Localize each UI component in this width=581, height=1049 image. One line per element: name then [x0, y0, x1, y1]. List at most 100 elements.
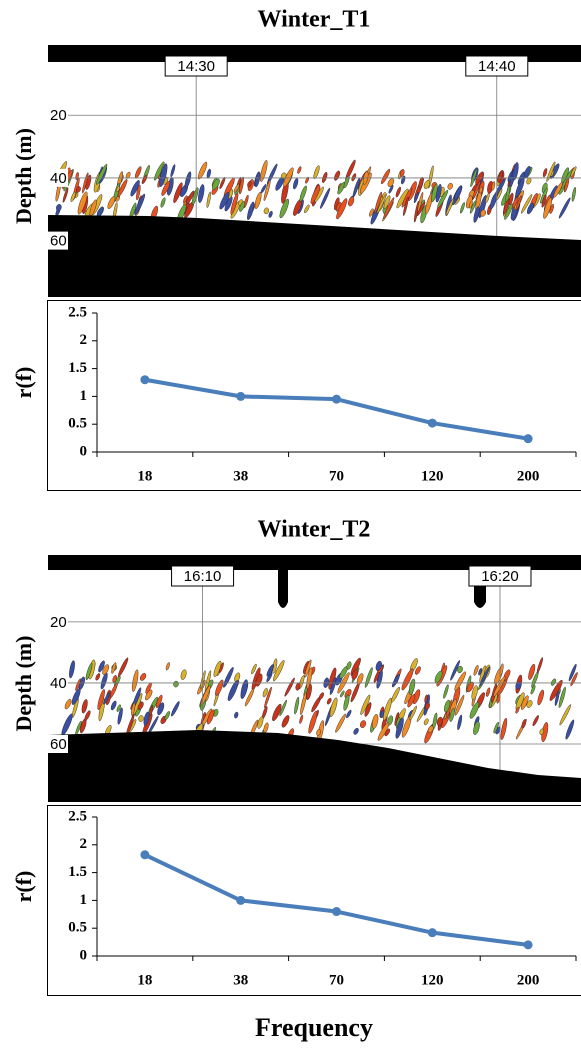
x-tick-label: 18 — [137, 468, 152, 484]
echo-trace — [346, 709, 352, 719]
echo-trace — [239, 176, 244, 195]
echo-trace — [131, 702, 136, 716]
echo-trace — [161, 181, 171, 196]
echo-trace — [553, 181, 563, 198]
depth-label-box — [48, 735, 68, 753]
data-point — [140, 850, 150, 860]
echo-trace — [457, 714, 463, 731]
echo-trace — [243, 194, 249, 209]
echo-trace — [107, 196, 116, 209]
echo-trace — [570, 672, 578, 687]
x-tick-label: 70 — [329, 972, 344, 988]
echo-trace — [503, 198, 510, 215]
seabed — [48, 215, 581, 297]
echo-trace — [227, 680, 239, 701]
echo-trace — [485, 193, 490, 204]
echo-trace — [445, 198, 454, 216]
echo-trace — [374, 191, 382, 214]
echo-trace — [138, 715, 144, 722]
echo-trace — [401, 668, 414, 691]
line-series — [144, 853, 529, 947]
echo-trace — [425, 193, 433, 215]
echo-trace — [424, 694, 428, 703]
echo-trace — [466, 681, 474, 693]
y-axis-label: r(f) — [11, 367, 36, 399]
echo-trace — [247, 180, 252, 188]
echo-trace — [110, 700, 117, 711]
echo-trace — [424, 702, 430, 710]
y-tick-label: 1 — [80, 892, 88, 908]
echo-trace — [160, 197, 166, 208]
echo-trace — [141, 174, 148, 185]
echo-trace — [294, 696, 300, 715]
echo-trace — [480, 209, 486, 217]
echo-trace — [364, 667, 373, 688]
echo-trace — [469, 701, 480, 719]
time-label: 14:40 — [478, 58, 516, 75]
y-tick-label: 2 — [80, 332, 88, 348]
y-tick-label: 1.5 — [68, 360, 87, 376]
echo-trace — [423, 718, 429, 726]
echo-trace — [170, 164, 176, 178]
echo-trace — [391, 686, 400, 703]
time-label-box — [465, 55, 529, 77]
echo-trace — [391, 674, 400, 688]
y-tick-label: 20 — [50, 614, 67, 631]
echo-trace — [206, 191, 211, 208]
echo-trace — [117, 179, 128, 198]
echo-trace — [247, 201, 255, 221]
echo-trace — [149, 704, 154, 717]
echo-trace — [257, 716, 264, 729]
echo-trace — [300, 692, 307, 715]
x-tick-label: 200 — [517, 468, 540, 484]
echo-trace — [234, 711, 239, 719]
echo-trace — [329, 697, 338, 717]
echo-trace — [343, 175, 350, 189]
y-axis-label: r(f) — [11, 871, 36, 903]
echo-trace — [541, 194, 547, 208]
echo-trace — [340, 690, 345, 698]
echo-trace — [251, 663, 257, 675]
echo-trace — [337, 182, 346, 195]
echo-trace — [308, 710, 318, 734]
echo-trace — [568, 663, 577, 682]
echo-trace — [493, 676, 506, 697]
depth-label-box — [48, 612, 68, 631]
echo-trace — [81, 699, 88, 714]
echo-trace — [136, 184, 141, 201]
echo-trace — [486, 687, 491, 697]
echo-trace — [565, 719, 575, 740]
echo-trace — [381, 168, 391, 185]
echo-trace — [530, 685, 536, 695]
y-tick-label: 40 — [50, 675, 67, 692]
depth-label-box — [48, 168, 68, 187]
echo-trace — [460, 202, 465, 214]
echo-trace — [520, 194, 533, 214]
echo-trace — [134, 193, 146, 215]
echo-trace — [417, 191, 424, 212]
echo-trace — [395, 186, 401, 198]
echo-trace — [515, 195, 522, 211]
data-point — [523, 434, 533, 444]
echo-trace — [546, 161, 556, 182]
echo-trace — [329, 677, 337, 695]
data-point — [427, 418, 437, 428]
echo-trace — [473, 721, 480, 735]
echo-trace — [145, 689, 153, 701]
data-point — [236, 391, 246, 401]
echo-trace — [97, 689, 105, 710]
echo-trace — [98, 660, 105, 673]
echo-trace — [62, 187, 69, 203]
echo-trace — [244, 688, 255, 707]
echo-trace — [371, 713, 379, 729]
y-tick-label: 0 — [80, 443, 88, 459]
echo-trace — [223, 667, 234, 688]
echo-trace — [473, 206, 480, 223]
echo-trace — [423, 180, 430, 190]
echo-trace — [117, 707, 123, 725]
seabed — [48, 730, 581, 802]
surface-plume — [278, 570, 288, 608]
x-tick-label: 200 — [517, 972, 540, 988]
echo-trace — [316, 729, 321, 736]
echo-trace — [103, 692, 110, 705]
